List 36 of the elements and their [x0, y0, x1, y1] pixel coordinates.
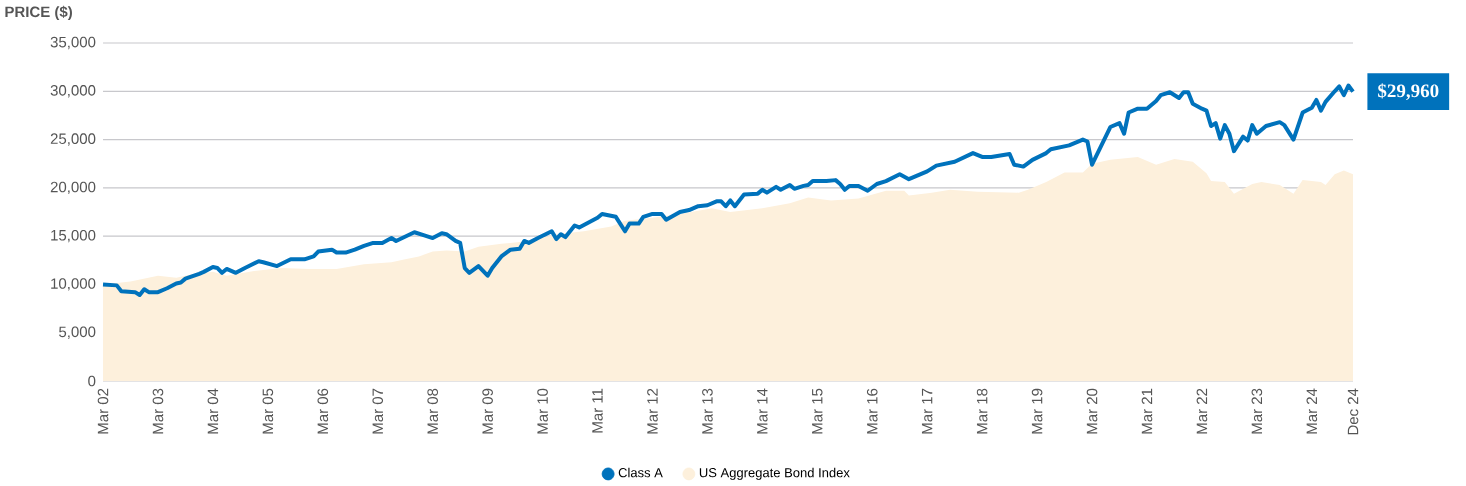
x-tick-label: Mar 06	[317, 388, 329, 434]
legend-label: US Aggregate Bond Index	[699, 467, 850, 480]
x-tick-label: Mar 19	[1031, 388, 1043, 434]
y-tick-label: 35,000	[50, 36, 96, 50]
x-tick-label: Mar 03	[152, 388, 164, 434]
y-tick-label: 0	[88, 375, 96, 387]
legend-label: Class A	[618, 467, 663, 478]
x-tick-label: Mar 13	[702, 388, 713, 434]
x-tick-label: Mar 16	[866, 388, 878, 434]
x-tick-label: Mar 08	[427, 388, 438, 434]
x-tick-label: Mar 15	[812, 388, 823, 434]
x-tick-label: Mar 02	[97, 388, 109, 434]
y-tick-label: 5,000	[59, 326, 96, 339]
x-tick-label: Mar 10	[537, 388, 548, 434]
x-tick-label: Mar 14	[757, 388, 768, 434]
x-tick-label: Dec 24	[1347, 388, 1359, 435]
y-tick-label: 10,000	[51, 278, 96, 291]
x-tick-label: Mar 12	[647, 388, 658, 434]
x-tick-label: Mar 23	[1251, 388, 1263, 434]
x-tick-label: Mar 07	[372, 388, 384, 434]
x-tick-label: Mar 21	[1141, 388, 1153, 434]
x-tick-label: Mar 11	[592, 388, 603, 433]
x-tick-label: Mar 04	[207, 388, 219, 434]
y-tick-label: 15,000	[51, 229, 96, 243]
x-tick-label: Mar 24	[1306, 388, 1318, 434]
y-tick-label: 20,000	[50, 181, 96, 195]
x-tick-label: Mar 20	[1086, 388, 1098, 434]
annotation: $29,960	[1378, 83, 1439, 101]
x-tick-label: Mar 22	[1196, 388, 1208, 434]
y-tick-label: 25,000	[50, 133, 96, 146]
x-tick-label: Mar 09	[482, 388, 493, 434]
y-tick-label: 30,000	[50, 85, 96, 98]
x-tick-label: Mar 17	[921, 388, 933, 434]
y-axis-title: PRICE ($)	[5, 5, 72, 21]
x-tick-label: Mar 18	[976, 388, 988, 434]
x-tick-label: Mar 05	[262, 388, 274, 434]
